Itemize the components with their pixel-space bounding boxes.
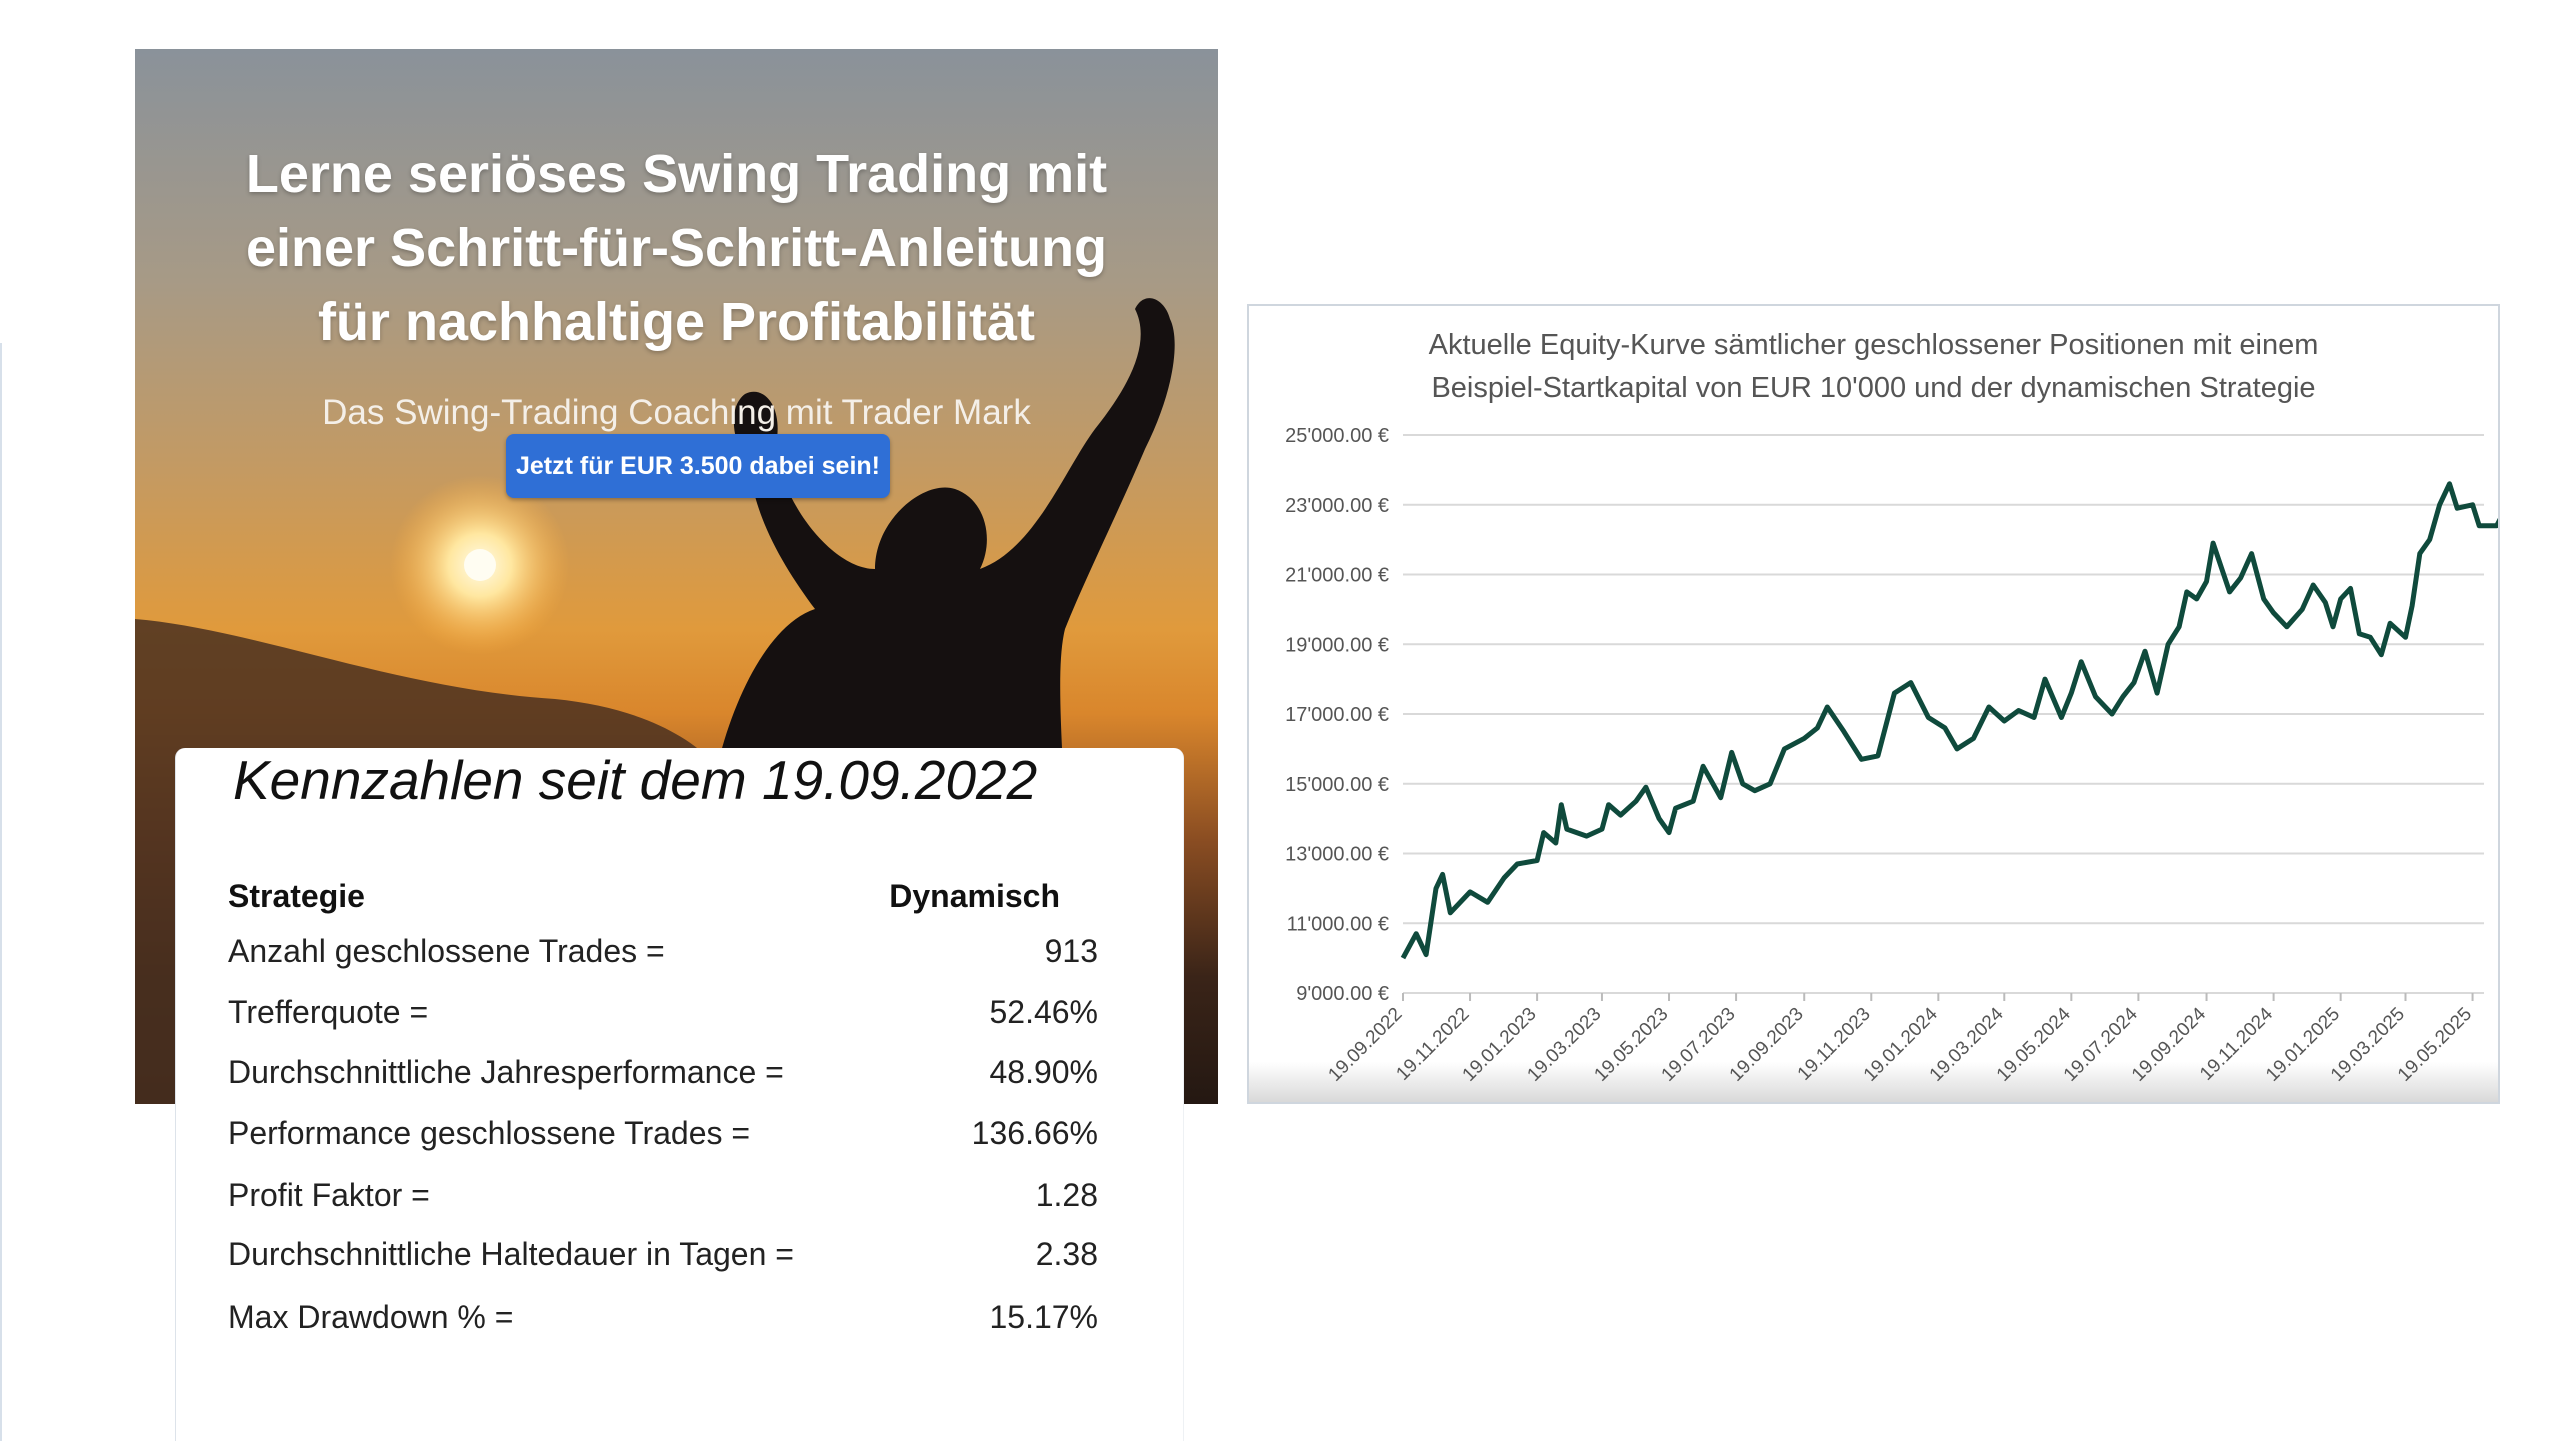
x-tick-label: 19.09.2022: [1324, 1004, 1406, 1086]
y-tick-label: 15'000.00 €: [1285, 774, 1389, 796]
row-value: 15.17%: [989, 1299, 1098, 1335]
sun: [464, 549, 496, 581]
table-row: Trefferquote = 52.46%: [228, 994, 1098, 1031]
table-row: Durchschnittliche Jahresperformance = 48.…: [228, 1054, 1098, 1091]
chart-title-line: Aktuelle Equity-Kurve sämtlicher geschlo…: [1428, 329, 2319, 361]
table-row: Durchschnittliche Haltedauer in Tagen = 2…: [228, 1236, 1098, 1273]
row-label: Performance geschlossene Trades =: [228, 1115, 751, 1151]
row-label: Durchschnittliche Haltedauer in Tagen =: [228, 1236, 794, 1272]
row-value: 1.28: [1035, 1177, 1098, 1213]
banner-subtitle: Das Swing-Trading Coaching mit Trader Ma…: [322, 393, 1031, 432]
row-label: Anzahl geschlossene Trades =: [228, 933, 665, 969]
chart-title-line: Beispiel-Startkapital von EUR 10'000 und…: [1431, 372, 2316, 404]
table-row: Profit Faktor = 1.28: [228, 1177, 1098, 1214]
y-tick-label: 21'000.00 €: [1285, 565, 1389, 587]
table-row: Performance geschlossene Trades = 136.66%: [228, 1115, 1098, 1152]
table-row: Max Drawdown % = 15.17%: [228, 1299, 1098, 1336]
chart-plot: 9'000.00 € 11'000.00 € 13'000.00 € 15'000.0…: [1285, 425, 2498, 1086]
row-value: 52.46%: [989, 994, 1098, 1030]
x-tick-label: 19.09.2023: [1726, 1004, 1808, 1086]
y-tick-label: 23'000.00 €: [1285, 495, 1389, 517]
y-tick-label: 13'000.00 €: [1285, 844, 1389, 866]
header-value: Dynamisch: [889, 878, 1060, 914]
header-label: Strategie: [228, 878, 365, 914]
x-tick-label: 19.09.2024: [2128, 1003, 2210, 1085]
chart-title: Aktuelle Equity-Kurve sämtlicher geschlo…: [1249, 324, 2498, 410]
y-tick-label: 19'000.00 €: [1285, 634, 1389, 656]
y-tick-label: 25'000.00 €: [1285, 425, 1389, 447]
table-row: Anzahl geschlossene Trades = 913: [228, 933, 1098, 970]
equity-chart: Aktuelle Equity-Kurve sämtlicher geschlo…: [1247, 304, 2500, 1104]
table-header: Strategie Dynamisch: [228, 878, 1098, 915]
y-tick-label: 11'000.00 €: [1287, 913, 1389, 935]
equity-line: [1400, 481, 2498, 960]
kennzahlen-card: Kennzahlen seit dem 19.09.2022 Strategie…: [175, 748, 1184, 1441]
row-label: Durchschnittliche Jahresperformance =: [228, 1054, 784, 1090]
kennzahlen-title: Kennzahlen seit dem 19.09.2022: [233, 749, 1038, 811]
row-value: 2.38: [1035, 1236, 1098, 1272]
y-tick-label: 17'000.00 €: [1285, 704, 1389, 726]
row-label: Max Drawdown % =: [228, 1299, 514, 1335]
row-value: 48.90%: [989, 1054, 1098, 1090]
row-value: 913: [1044, 933, 1098, 969]
page-edge-line: [0, 343, 2, 1441]
row-value: 136.66%: [971, 1115, 1098, 1151]
banner-title-line: Lerne seriöses Swing Trading mit: [245, 144, 1108, 204]
banner-title: Lerne seriöses Swing Trading mit einer S…: [135, 137, 1218, 359]
banner-title-line: einer Schritt-für-Schritt-Anleitung: [246, 218, 1107, 278]
chart-footer-shade: [1249, 1062, 2498, 1102]
banner-title-line: für nachhaltige Profitabilität: [317, 292, 1036, 352]
row-label: Trefferquote =: [228, 994, 429, 1030]
y-tick-label: 9'000.00 €: [1296, 983, 1389, 1005]
row-label: Profit Faktor =: [228, 1177, 430, 1213]
cta-button[interactable]: Jetzt für EUR 3.500 dabei sein!: [506, 434, 890, 498]
